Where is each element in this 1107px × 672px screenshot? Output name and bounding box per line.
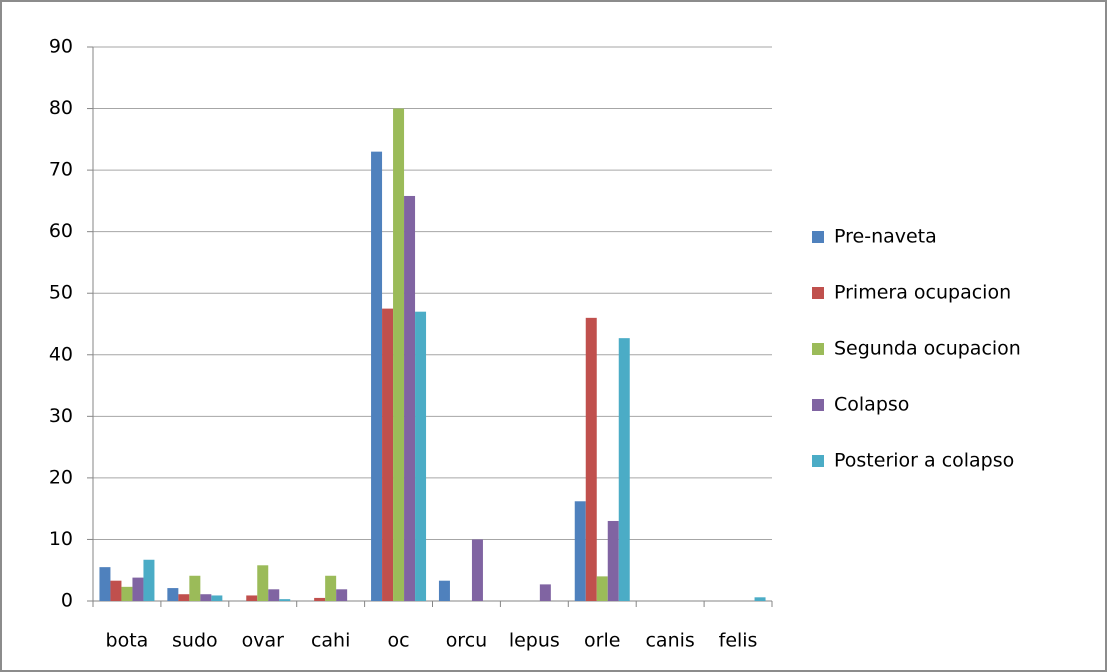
bar [167,588,179,601]
y-tick-label: 70 [49,159,73,181]
y-tick-label: 80 [49,97,73,119]
bar [539,584,551,601]
y-tick-label: 0 [61,590,73,612]
legend-swatch [812,287,824,299]
y-tick-label: 40 [49,343,73,365]
y-tick-label: 60 [49,220,73,242]
bar [596,576,608,601]
bar [143,559,155,601]
legend-label: Primera ocupacion [834,282,1011,304]
bar [246,595,258,601]
bar [438,580,450,601]
y-tick-label: 90 [49,36,73,58]
bar [585,317,597,601]
legend-swatch [812,455,824,467]
bar [268,589,280,601]
legend-label: Posterior a colapso [834,450,1014,472]
y-tick-label: 10 [49,528,73,550]
bar [200,594,212,601]
x-tick-label: ovar [242,630,285,652]
bar [121,586,133,601]
bar [393,108,405,602]
bar [178,594,190,601]
y-tick-label: 30 [49,405,73,427]
bar [110,580,122,601]
x-tick-label: felis [719,630,758,652]
y-tick-label: 20 [49,466,73,488]
x-tick-label: lepus [509,630,560,652]
x-tick-label: canis [645,630,694,652]
bar [415,311,427,601]
legend-swatch [812,399,824,411]
x-tick-label: orcu [446,630,488,652]
bar [189,575,201,601]
y-tick-label: 50 [49,282,73,304]
bar [382,308,394,601]
bar [132,577,144,601]
legend-swatch [812,231,824,243]
bar [336,589,348,601]
bar [279,599,291,601]
bar [574,501,586,601]
x-tick-label: cahi [311,630,350,652]
bar [99,567,111,601]
bar [371,151,383,601]
x-tick-label: oc [388,630,410,652]
x-tick-label: sudo [172,630,218,652]
x-tick-label: orle [584,630,620,652]
bar [211,595,223,601]
bar [618,338,630,601]
bar [754,597,766,601]
bar [314,597,326,601]
bar [325,575,337,601]
legend-label: Segunda ocupacion [834,338,1021,360]
legend-swatch [812,343,824,355]
bar [471,539,483,601]
bar [607,520,619,601]
legend-label: Pre-naveta [834,226,937,248]
bar [257,565,269,601]
x-tick-label: bota [106,630,149,652]
legend-label: Colapso [834,394,909,416]
bar [404,195,416,601]
